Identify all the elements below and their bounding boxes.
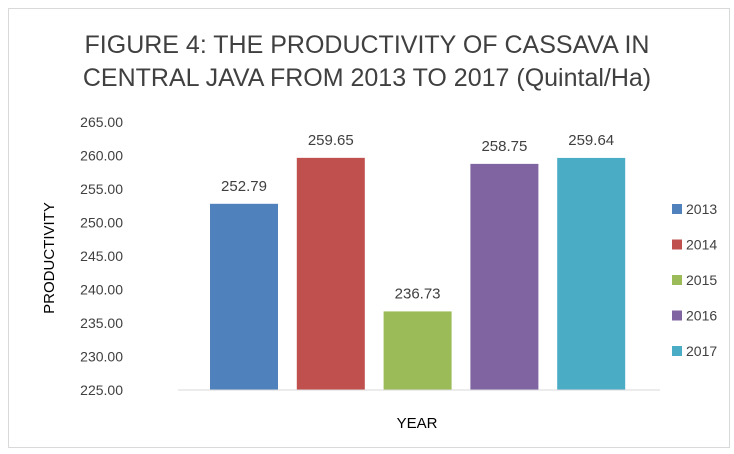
legend-swatch-2017 (672, 346, 682, 356)
legend-label-2013: 2013 (686, 201, 717, 217)
legend-swatch-2014 (672, 239, 682, 250)
data-label-2016: 258.75 (481, 138, 527, 155)
legend-swatch-2015 (672, 275, 682, 285)
y-tick-label: 265.00 (80, 114, 123, 130)
y-axis-ticks: 225.00 230.00 235.00 240.00 245.00 250.00 255.… (80, 114, 123, 398)
chart-title-line-2: CENTRAL JAVA FROM 2013 TO 2017 (Quintal/… (83, 64, 651, 92)
bar-2015 (383, 311, 452, 390)
y-tick-label: 245.00 (80, 248, 123, 264)
y-axis-label: PRODUCTIVITY (41, 202, 58, 314)
y-tick-label: 250.00 (80, 215, 123, 231)
data-label-2015: 236.73 (395, 285, 441, 302)
data-labels: 252.79 259.65 236.73 258.75 259.64 (221, 132, 614, 303)
legend-swatch-2013 (672, 204, 682, 214)
y-tick-label: 255.00 (80, 181, 123, 197)
legend: 2013 2014 2015 2016 2017 (672, 201, 717, 359)
chart-title: FIGURE 4: THE PRODUCTIVITY OF CASSAVA IN… (83, 31, 651, 92)
legend-swatch-2016 (672, 310, 682, 321)
bar-2014 (296, 157, 365, 390)
legend-label-2015: 2015 (686, 272, 717, 288)
y-tick-label: 240.00 (80, 282, 123, 298)
bar-2017 (557, 157, 626, 390)
bar-2016 (470, 163, 539, 390)
chart-title-line-1: FIGURE 4: THE PRODUCTIVITY OF CASSAVA IN (85, 31, 650, 59)
legend-label-2017: 2017 (686, 343, 717, 359)
x-axis-label: YEAR (397, 415, 438, 432)
y-tick-label: 235.00 (80, 315, 123, 331)
data-label-2013: 252.79 (221, 178, 267, 195)
y-tick-label: 225.00 (80, 382, 123, 398)
y-tick-label: 230.00 (80, 349, 123, 365)
legend-label-2014: 2014 (686, 237, 717, 253)
data-label-2014: 259.65 (308, 132, 354, 149)
bar-2013 (210, 203, 278, 390)
y-tick-label: 260.00 (80, 148, 123, 164)
legend-label-2016: 2016 (686, 308, 717, 324)
bars (210, 157, 626, 390)
data-label-2017: 259.64 (568, 132, 614, 149)
